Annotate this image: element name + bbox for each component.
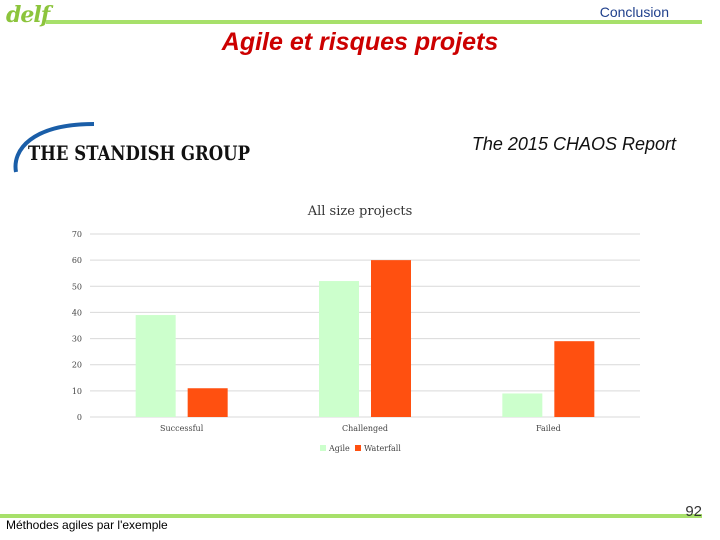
y-tick-label: 50 xyxy=(72,282,82,291)
legend-swatch xyxy=(355,445,361,451)
section-label: Conclusion xyxy=(599,4,669,20)
chart-title: All size projects xyxy=(307,204,413,219)
y-tick-label: 40 xyxy=(72,308,82,317)
bar-chart: 0 10 20 30 40 50 60 70 Successful Challenged Faile… xyxy=(72,230,640,453)
page-number: 92 xyxy=(685,503,702,520)
legend-label: Agile xyxy=(328,444,350,453)
y-tick-label: 20 xyxy=(72,361,82,370)
bar-agile xyxy=(502,393,543,417)
y-tick-label: 60 xyxy=(72,256,82,265)
brand-name: THE STANDISH GROUP xyxy=(28,141,250,165)
bar-waterfall xyxy=(371,260,411,417)
x-tick-label: Failed xyxy=(536,424,561,433)
logo-swoosh xyxy=(13,122,95,173)
footer-text: Méthodes agiles par l'exemple xyxy=(6,518,168,532)
x-tick-label: Successful xyxy=(160,424,204,433)
y-tick-label: 0 xyxy=(77,413,82,422)
standish-group-logo: THE STANDISH GROUP xyxy=(13,122,250,173)
logo-text: delf xyxy=(6,2,50,28)
bar-waterfall xyxy=(554,341,595,417)
y-tick-label: 70 xyxy=(72,230,82,239)
x-tick-label: Challenged xyxy=(342,424,388,433)
slide-title: Agile et risques projets xyxy=(221,28,499,56)
footer-divider xyxy=(0,514,702,518)
delf-logo: delf xyxy=(6,2,50,28)
header-divider xyxy=(46,20,702,24)
bar-agile xyxy=(319,281,359,417)
legend-swatch xyxy=(320,445,326,451)
y-tick-label: 10 xyxy=(72,387,82,396)
bar-agile xyxy=(135,315,176,417)
y-tick-label: 30 xyxy=(72,335,82,344)
bar-waterfall xyxy=(187,388,228,417)
legend-label: Waterfall xyxy=(364,444,401,453)
report-title: The 2015 CHAOS Report xyxy=(471,134,676,154)
